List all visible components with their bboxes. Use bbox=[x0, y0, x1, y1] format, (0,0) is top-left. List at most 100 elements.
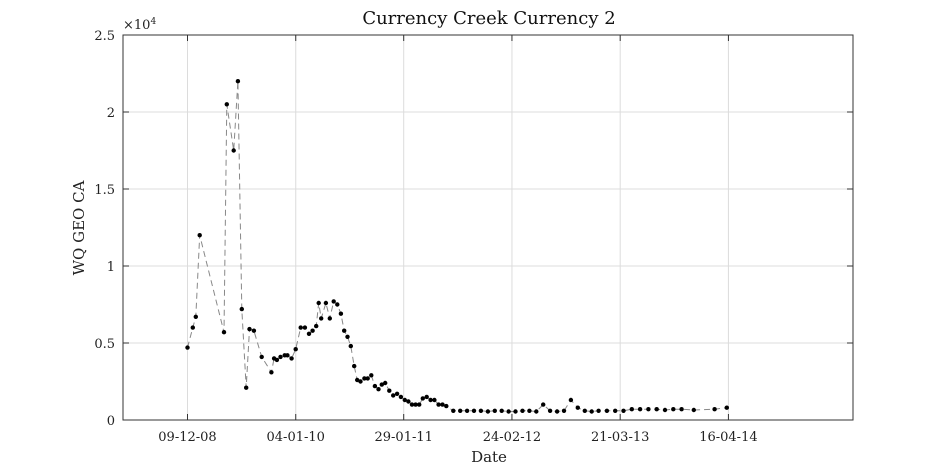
y-tick-label: 2.5 bbox=[94, 29, 115, 44]
y-tick-labels: 0 0.5 1 1.5 2 2.5 bbox=[94, 29, 115, 429]
x-tick-label: 21-03-13 bbox=[591, 430, 649, 445]
data-point bbox=[662, 407, 668, 413]
data-point bbox=[331, 299, 336, 304]
data-point bbox=[527, 408, 532, 413]
data-point bbox=[492, 408, 497, 413]
data-point bbox=[247, 326, 252, 332]
data-point bbox=[596, 408, 601, 413]
plot-background bbox=[123, 35, 853, 420]
x-axis-label: Date bbox=[471, 448, 507, 466]
data-point bbox=[541, 402, 546, 407]
data-point bbox=[547, 408, 553, 413]
data-point bbox=[629, 407, 634, 412]
data-point bbox=[679, 407, 684, 412]
data-point bbox=[409, 402, 415, 407]
data-point bbox=[316, 300, 321, 306]
data-point bbox=[269, 370, 274, 375]
data-point bbox=[362, 376, 367, 381]
data-point bbox=[413, 402, 418, 407]
data-point bbox=[298, 325, 303, 330]
data-point bbox=[428, 397, 433, 403]
data-point bbox=[391, 393, 396, 398]
data-point bbox=[646, 407, 651, 412]
data-point bbox=[589, 409, 594, 414]
data-point bbox=[613, 408, 618, 413]
data-point bbox=[274, 357, 280, 363]
data-point bbox=[251, 328, 257, 333]
data-point bbox=[278, 354, 283, 360]
data-point bbox=[534, 409, 539, 414]
data-point bbox=[224, 102, 229, 107]
data-point bbox=[259, 354, 264, 360]
data-point bbox=[352, 363, 357, 369]
data-point bbox=[420, 396, 425, 401]
data-point bbox=[289, 356, 294, 361]
data-point bbox=[436, 402, 441, 407]
data-point bbox=[432, 397, 437, 403]
data-point bbox=[185, 345, 190, 350]
data-point bbox=[458, 408, 463, 413]
y-tick-label: 1 bbox=[107, 260, 115, 275]
data-point bbox=[379, 382, 384, 387]
data-point bbox=[499, 408, 504, 413]
data-point bbox=[285, 353, 290, 358]
data-point bbox=[575, 405, 580, 410]
data-point bbox=[654, 407, 659, 412]
data-point bbox=[365, 376, 370, 381]
data-point bbox=[355, 377, 360, 383]
data-point bbox=[197, 233, 202, 238]
data-point bbox=[306, 331, 312, 336]
data-point bbox=[621, 408, 626, 413]
data-point bbox=[323, 300, 329, 306]
y-tick-label: 0 bbox=[107, 414, 115, 429]
data-point bbox=[424, 394, 429, 400]
x-tick-label: 04-01-10 bbox=[267, 430, 325, 445]
data-point bbox=[310, 328, 315, 333]
data-point bbox=[406, 399, 411, 404]
y-multiplier-exponent: 4 bbox=[150, 17, 156, 27]
x-tick-labels: 09-12-08 04-01-10 29-01-11 24-02-12 21-03-13… bbox=[158, 430, 757, 445]
data-point bbox=[239, 306, 244, 312]
data-point bbox=[691, 407, 696, 413]
data-point bbox=[444, 403, 449, 409]
data-point bbox=[372, 383, 378, 389]
x-tick-label: 16-04-14 bbox=[699, 430, 757, 445]
series-points bbox=[185, 79, 729, 414]
data-point bbox=[327, 316, 332, 321]
data-point bbox=[712, 407, 717, 412]
data-point bbox=[471, 408, 477, 413]
data-point bbox=[402, 397, 407, 403]
axis-ticks bbox=[123, 34, 853, 421]
data-point bbox=[338, 311, 344, 316]
y-tick-label: 2 bbox=[107, 106, 115, 121]
data-point bbox=[231, 148, 236, 153]
data-point bbox=[345, 334, 350, 339]
data-point bbox=[485, 409, 491, 414]
data-point bbox=[383, 380, 388, 386]
data-point bbox=[724, 405, 729, 410]
data-point bbox=[398, 394, 404, 400]
data-point bbox=[568, 397, 574, 403]
data-point bbox=[193, 314, 198, 319]
chart-title: Currency Creek Currency 2 bbox=[362, 8, 615, 29]
y-multiplier-base: ×10 bbox=[123, 18, 150, 33]
data-point bbox=[376, 387, 381, 392]
data-point bbox=[506, 409, 511, 414]
x-tick-label: 29-01-11 bbox=[374, 430, 432, 445]
data-point bbox=[314, 323, 319, 329]
y-multiplier: ×104 bbox=[123, 17, 156, 33]
data-point bbox=[235, 79, 241, 84]
data-point bbox=[440, 402, 445, 407]
data-point bbox=[451, 408, 456, 413]
data-point bbox=[335, 302, 340, 307]
data-point bbox=[394, 391, 400, 396]
data-point bbox=[478, 408, 484, 413]
data-point bbox=[221, 330, 227, 335]
data-point bbox=[604, 408, 610, 413]
data-point bbox=[369, 373, 374, 378]
x-tick-label: 24-02-12 bbox=[483, 430, 541, 445]
data-point bbox=[358, 379, 363, 384]
data-point bbox=[554, 409, 560, 414]
data-point bbox=[302, 325, 308, 330]
data-point bbox=[464, 408, 470, 413]
